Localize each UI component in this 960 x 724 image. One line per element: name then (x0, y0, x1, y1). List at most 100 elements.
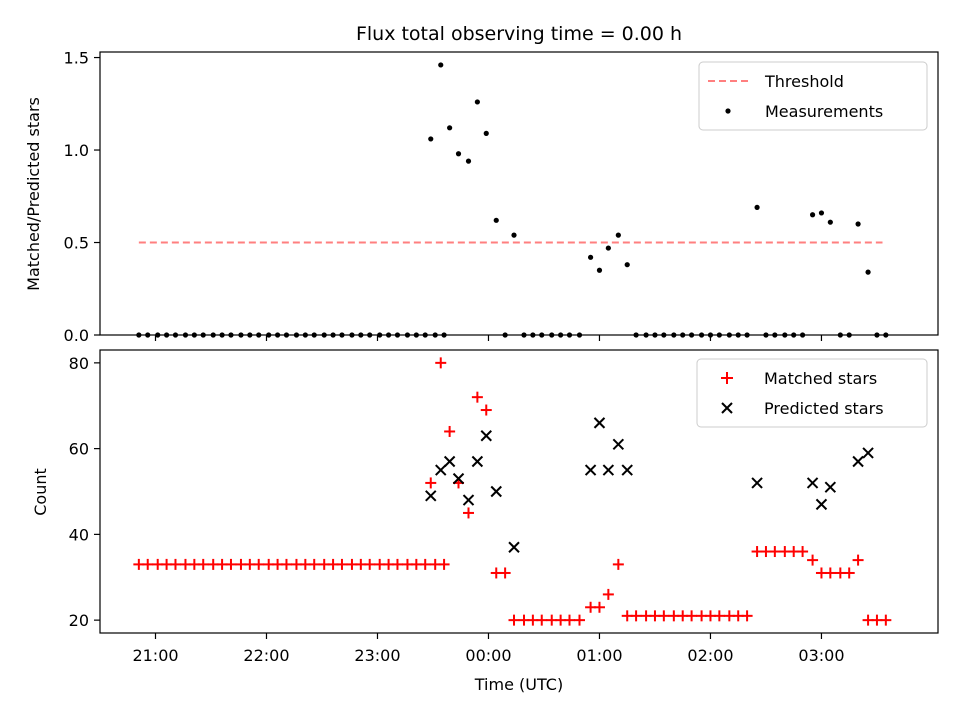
measurement-point (455, 151, 462, 157)
x-tick-label: 21:00 (132, 646, 178, 665)
predicted-star-point (452, 472, 465, 485)
bottom-plot-frame (99, 349, 939, 634)
matched-star-point (438, 558, 450, 570)
predicted-star-point (443, 455, 456, 468)
matched-star-point (462, 507, 474, 519)
predicted-star-point (584, 464, 597, 476)
matched-star-point (564, 614, 576, 626)
measurement-point (465, 158, 472, 164)
matched-star-point (807, 554, 819, 566)
matched-star-point (480, 404, 492, 416)
legend-threshold-label: Threshold (764, 72, 844, 91)
matched-star-point (852, 554, 864, 566)
x-tick-label: 23:00 (354, 646, 400, 665)
measurement-point (483, 130, 489, 136)
x-tick-label: 01:00 (576, 646, 622, 665)
matched-star-point (843, 567, 855, 579)
bottom-x-ticks: 21:00 22:00 23:00 00:00 01:00 02:00 03:00 (132, 633, 845, 665)
top-legend-box (698, 61, 928, 131)
matched-star-point (253, 558, 265, 570)
matched-star-point (336, 558, 348, 570)
bottom-y-tick-label: 60 (69, 440, 89, 459)
measurement-point (428, 136, 434, 142)
predicted-star-point (593, 417, 606, 429)
measurement-point (615, 232, 621, 238)
matched-star-point (713, 610, 725, 622)
matched-star-point (435, 357, 447, 369)
measurement-point (438, 62, 444, 68)
measurement-point (624, 262, 630, 268)
bottom-legend: Matched stars Predicted stars (696, 358, 928, 428)
measurement-point (827, 219, 833, 225)
predicted-stars-points (425, 417, 874, 553)
matched-star-point (197, 558, 209, 570)
top-y-tick-label: 1.0 (64, 141, 89, 160)
bottom-legend-box (696, 358, 928, 428)
measurement-point (596, 267, 603, 273)
measurement-point (511, 232, 517, 238)
predicted-star-point (862, 447, 874, 459)
matched-star-point (169, 558, 181, 570)
top-x-ticks (154, 335, 823, 341)
matched-star-point (471, 391, 483, 403)
measurement-point (447, 125, 453, 131)
matched-star-point (536, 614, 548, 626)
predicted-star-point (480, 430, 492, 442)
predicted-star-point (824, 481, 837, 493)
matched-star-point (797, 546, 809, 558)
measurement-point (754, 204, 760, 210)
top-y-tick-label: 1.5 (64, 49, 89, 68)
predicted-star-point (751, 477, 763, 489)
matched-star-point (142, 558, 154, 570)
top-panel: 0.0 0.5 1.0 1.5 Matched/Predicted stars Thr… (24, 49, 939, 345)
x-tick-label: 22:00 (243, 646, 289, 665)
matched-star-point (593, 601, 605, 613)
matched-star-point (364, 558, 376, 570)
predicted-star-point (621, 464, 633, 476)
matched-star-point (658, 610, 670, 622)
predicted-star-point (490, 485, 502, 498)
top-legend: Threshold Measurements (698, 61, 928, 131)
matched-star-point (612, 558, 624, 570)
legend-measurements-label: Measurements (765, 102, 883, 121)
legend-predicted-swatch (721, 402, 733, 414)
measurement-point (809, 212, 816, 218)
x-tick-label: 00:00 (465, 646, 511, 665)
top-y-ticks: 0.0 0.5 1.0 1.5 (64, 49, 100, 345)
predicted-star-point (508, 541, 520, 553)
matched-star-point (225, 558, 237, 570)
matched-star-point (630, 610, 642, 622)
measurement-point (865, 269, 871, 275)
legend-matched-swatch (721, 372, 733, 384)
measurement-point (605, 245, 611, 251)
matched-star-point (425, 477, 437, 489)
bottom-y-axis-label: Count (31, 468, 50, 516)
matched-star-point (824, 567, 836, 579)
bottom-y-tick-label: 20 (69, 611, 89, 630)
measurement-point (818, 210, 825, 216)
matched-star-point (686, 610, 698, 622)
predicted-star-point (852, 455, 864, 468)
matched-star-point (880, 614, 892, 626)
measurement-point (587, 254, 594, 260)
top-y-tick-label: 0.5 (64, 234, 89, 253)
matched-star-point (280, 558, 292, 570)
matched-star-point (741, 610, 753, 622)
measurement-point (855, 221, 861, 227)
top-y-tick-label: 0.0 (64, 326, 89, 345)
chart-title: Flux total observing time = 0.00 h (356, 23, 682, 45)
predicted-star-point (471, 455, 484, 468)
x-tick-label: 03:00 (798, 646, 844, 665)
measurement-point (474, 99, 480, 105)
predicted-star-point (602, 464, 615, 476)
top-plot-frame (99, 51, 939, 336)
legend-measurements-swatch (725, 108, 731, 114)
bottom-y-tick-label: 80 (69, 354, 89, 373)
legend-predicted-label: Predicted stars (764, 399, 884, 418)
predicted-star-point (806, 477, 819, 489)
predicted-star-point (815, 498, 828, 511)
legend-matched-label: Matched stars (764, 369, 877, 388)
matched-star-point (573, 614, 585, 626)
measurement-point (493, 217, 499, 223)
